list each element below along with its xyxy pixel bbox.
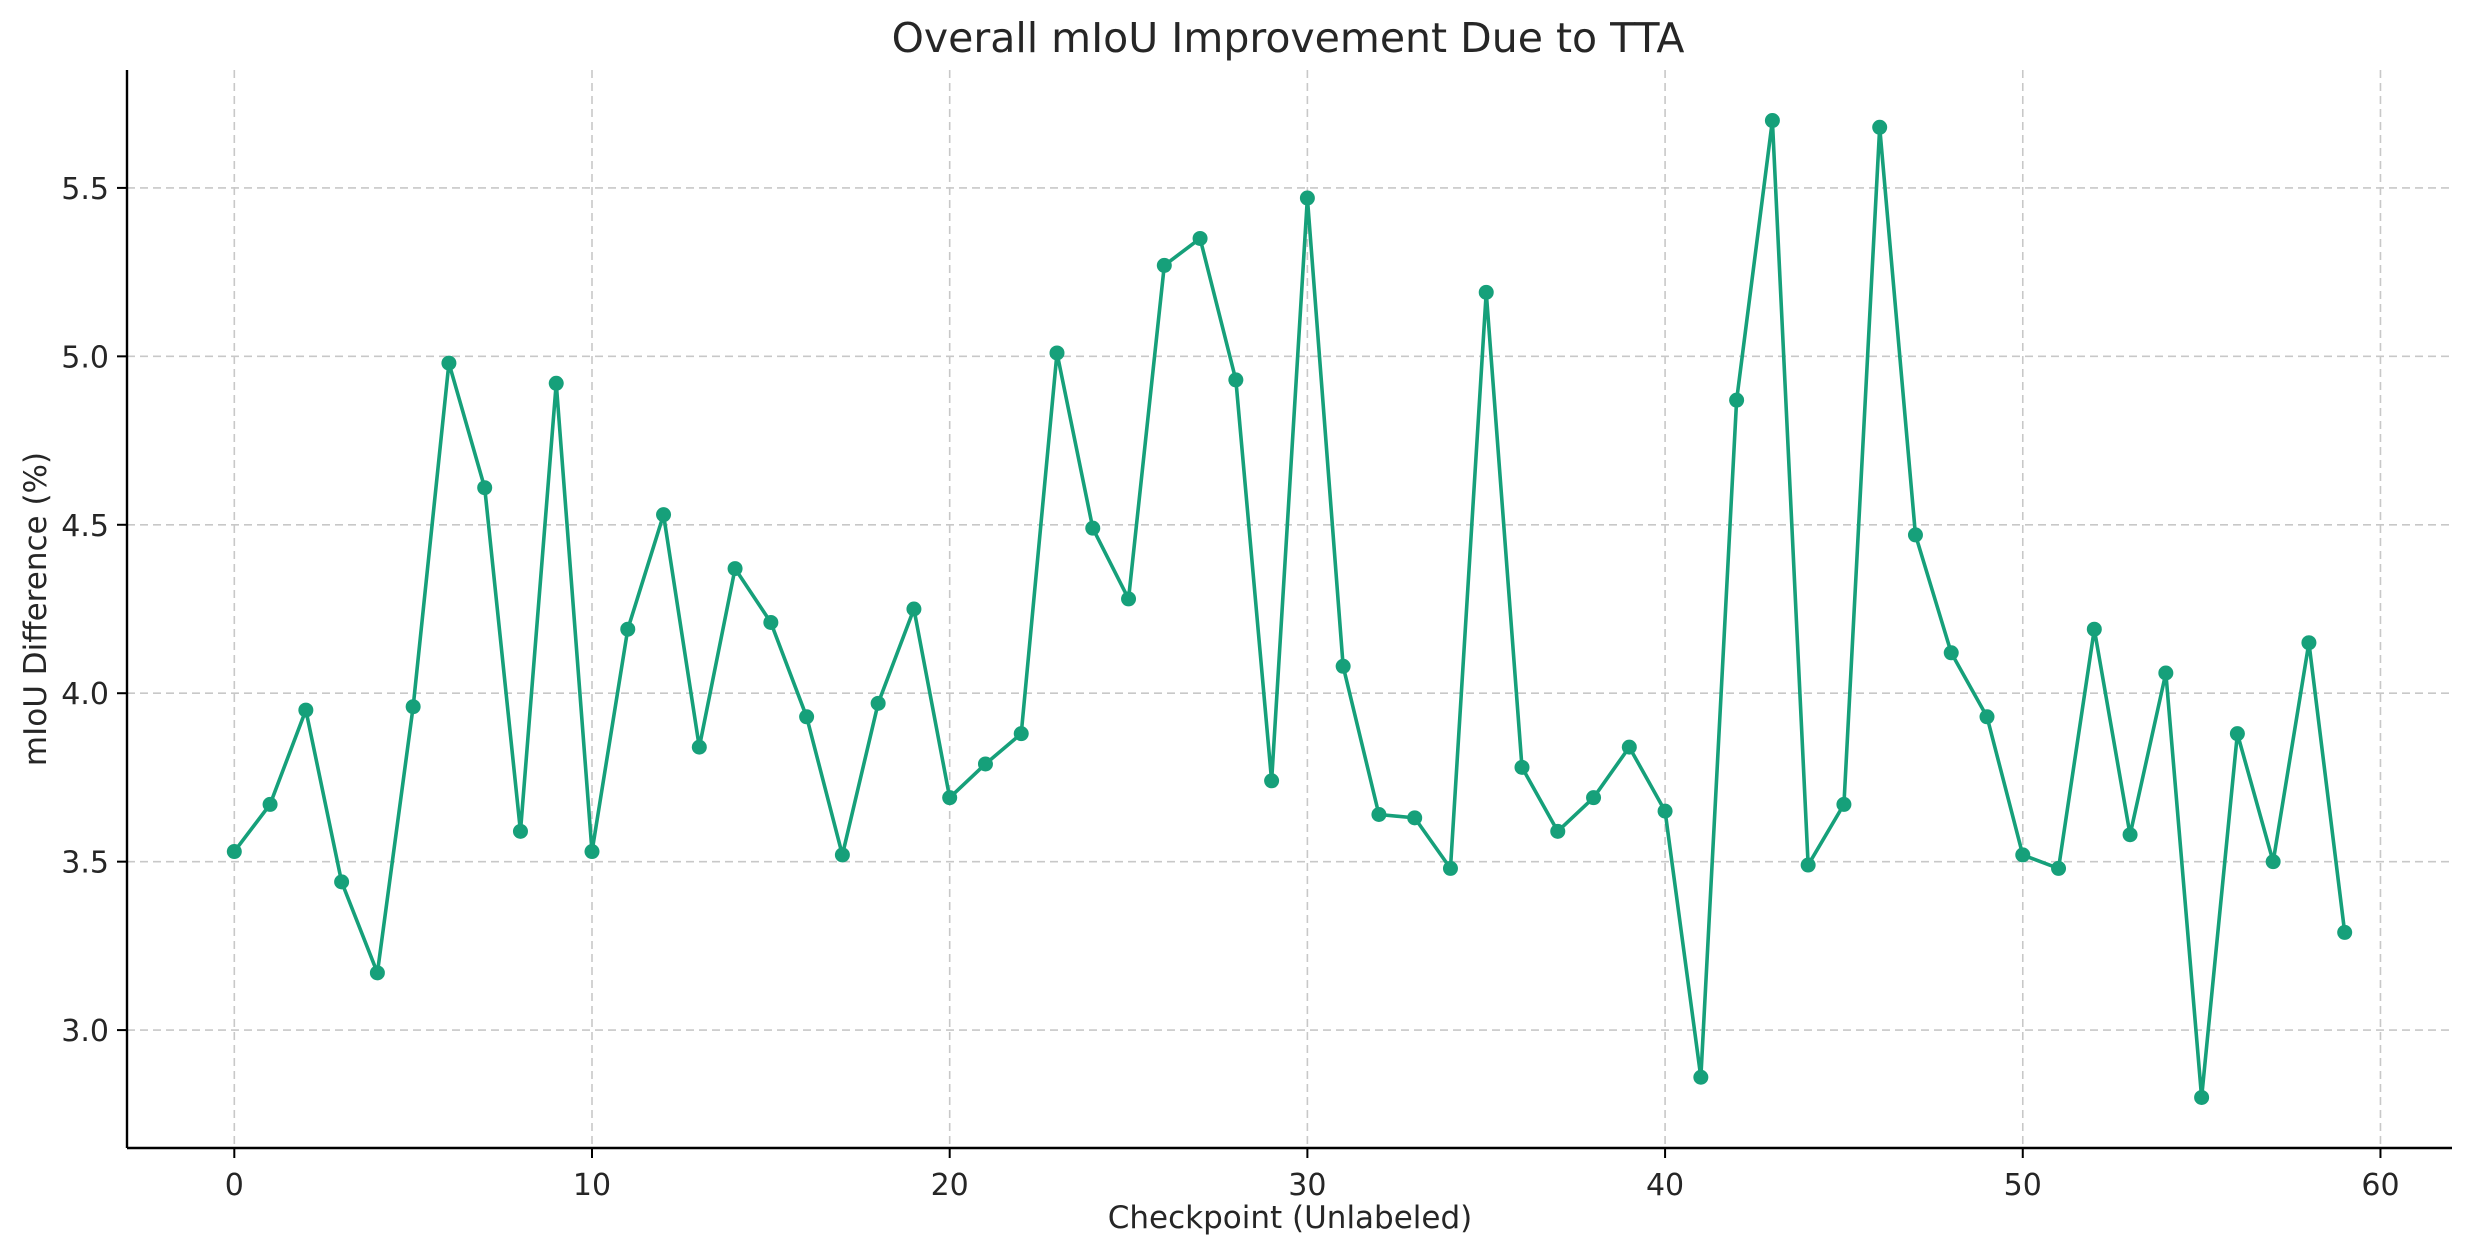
data-point: [1907, 527, 1923, 543]
data-point: [1836, 796, 1852, 812]
data-point: [548, 375, 564, 391]
data-point: [1478, 284, 1494, 300]
data-point: [1085, 520, 1101, 536]
data-point: [1121, 591, 1137, 607]
data-point: [691, 739, 707, 755]
x-tick-label: 40: [1646, 1168, 1684, 1203]
data-point: [1299, 190, 1315, 206]
x-axis-label: Checkpoint (Unlabeled): [1108, 1200, 1473, 1236]
data-point: [369, 965, 385, 981]
data-point: [262, 796, 278, 812]
data-point: [298, 702, 314, 718]
data-point: [1586, 790, 1602, 806]
y-tick-label: 5.0: [61, 340, 109, 375]
data-point: [1442, 860, 1458, 876]
chart-title: Overall mIoU Improvement Due to TTA: [892, 14, 1685, 62]
data-point: [1943, 645, 1959, 661]
data-point: [763, 614, 779, 630]
data-point: [834, 847, 850, 863]
data-point: [1550, 823, 1566, 839]
data-point: [906, 601, 922, 617]
data-point: [1335, 658, 1351, 674]
data-point: [2229, 726, 2245, 742]
data-point: [656, 507, 672, 523]
data-point: [1979, 709, 1995, 725]
y-tick-label: 4.5: [61, 509, 109, 544]
data-point: [405, 699, 421, 715]
data-point: [1693, 1069, 1709, 1085]
y-axis-label: mIoU Difference (%): [18, 452, 54, 766]
data-point: [1371, 806, 1387, 822]
data-point: [2122, 827, 2138, 843]
data-point: [942, 790, 958, 806]
data-point: [334, 874, 350, 890]
data-point: [226, 844, 242, 860]
data-point: [2051, 860, 2067, 876]
data-point: [1514, 759, 1530, 775]
data-point: [2301, 635, 2317, 651]
data-point: [620, 621, 636, 637]
data-point: [1049, 345, 1065, 361]
data-point: [1657, 803, 1673, 819]
series-line: [232, 118, 2347, 1100]
data-point: [2194, 1089, 2210, 1105]
y-tick-label: 3.5: [61, 846, 109, 881]
y-tick-label: 5.5: [61, 172, 109, 207]
axes-layer: [125, 70, 2452, 1150]
data-point: [1872, 119, 1888, 135]
grid-layer: [127, 70, 2452, 1148]
data-point: [799, 709, 815, 725]
data-point: [2086, 621, 2102, 637]
data-point: [1729, 392, 1745, 408]
x-tick-label: 20: [931, 1168, 969, 1203]
y-tick-label: 4.0: [61, 677, 109, 712]
data-point: [2015, 847, 2031, 863]
data-point: [870, 695, 886, 711]
data-point: [1407, 810, 1423, 826]
x-tick-label: 0: [225, 1168, 244, 1203]
x-tick-label: 10: [573, 1168, 611, 1203]
y-tick-label: 3.0: [61, 1014, 109, 1049]
tick-layer: 0 10 20 30 40 50 60 3.0 3.5 4.0 4.5 5.0 5.5: [61, 172, 2399, 1203]
series-layer: [226, 113, 2353, 1105]
data-point: [1621, 739, 1637, 755]
data-point: [1228, 372, 1244, 388]
data-point: [2337, 924, 2353, 940]
x-tick-label: 50: [2004, 1168, 2042, 1203]
data-point: [727, 561, 743, 577]
data-point: [2158, 665, 2174, 681]
x-tick-label: 30: [1288, 1168, 1326, 1203]
data-point: [2265, 854, 2281, 870]
data-point: [1764, 113, 1780, 129]
data-point: [1192, 230, 1208, 246]
data-point: [977, 756, 993, 772]
data-point: [477, 480, 493, 496]
x-tick-label: 60: [2361, 1168, 2399, 1203]
data-point: [1800, 857, 1816, 873]
data-point: [1156, 257, 1172, 273]
data-point: [441, 355, 457, 371]
data-point: [584, 844, 600, 860]
data-point: [1013, 726, 1029, 742]
data-point: [512, 823, 528, 839]
data-point: [1264, 773, 1280, 789]
